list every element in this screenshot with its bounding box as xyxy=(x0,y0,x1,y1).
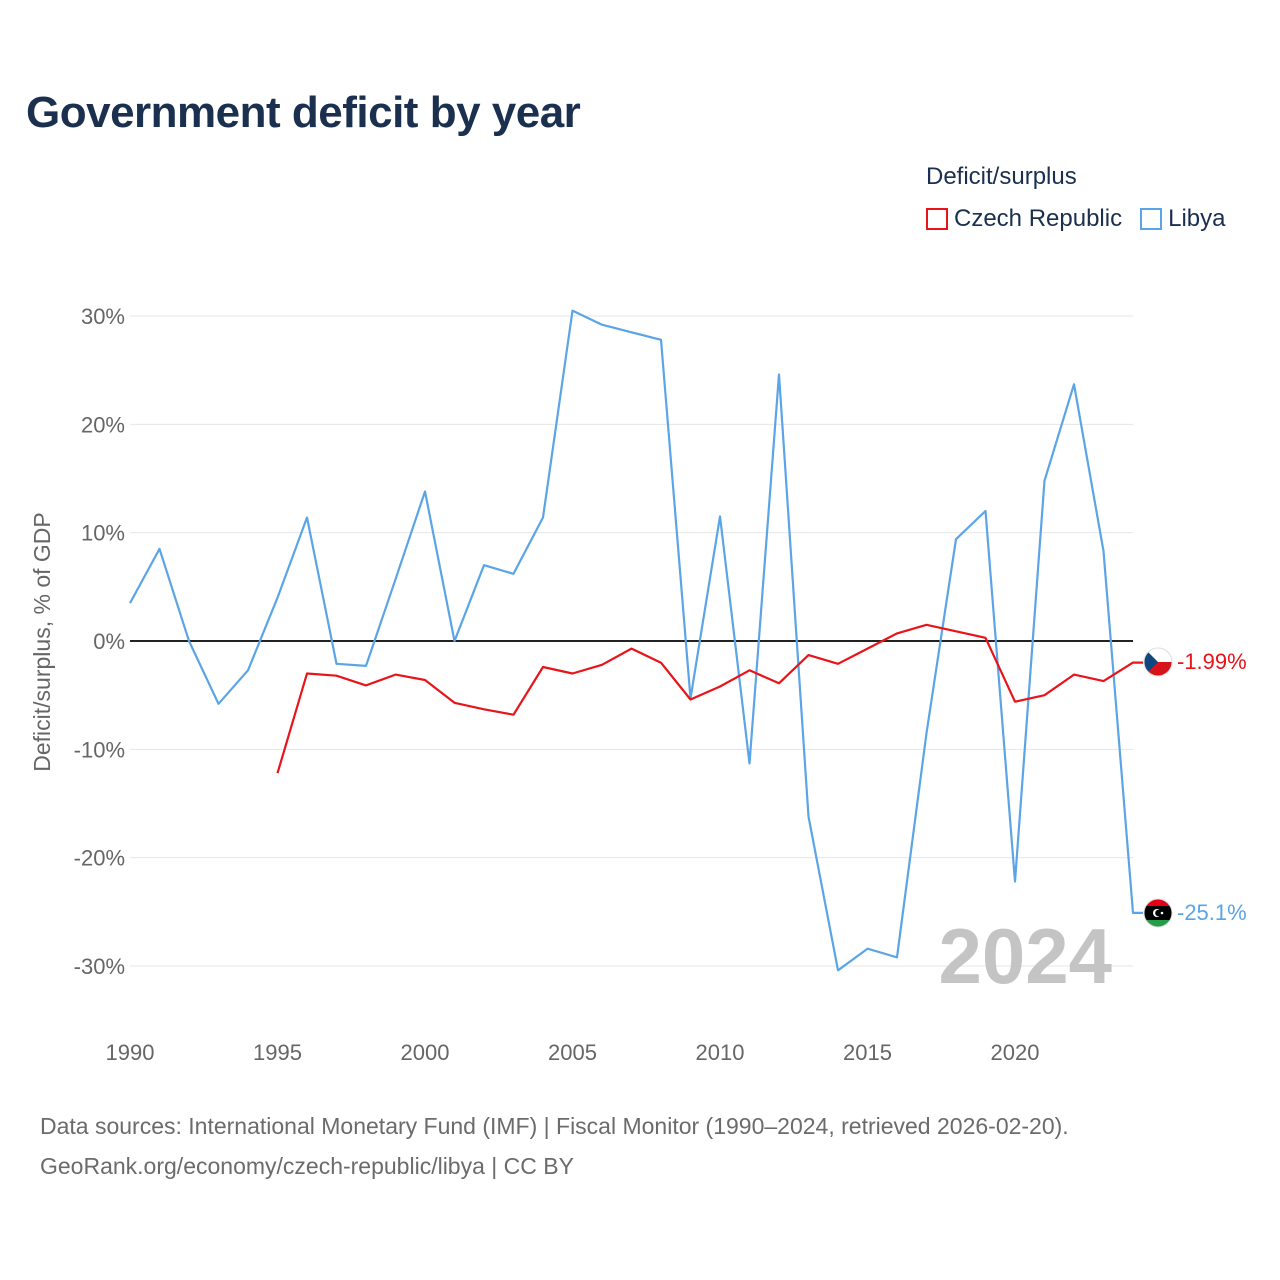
y-axis-ticks: 30% 20% 10% 0% -10% -20% -30% xyxy=(74,304,125,979)
czech-flag-icon xyxy=(1144,648,1172,676)
footer-sources: Data sources: International Monetary Fun… xyxy=(40,1113,1069,1139)
legend-label-czech-republic: Czech Republic xyxy=(954,205,1123,232)
x-tick-label: 1990 xyxy=(106,1040,155,1065)
chart-title: Government deficit by year xyxy=(26,88,581,137)
y-tick-label: -10% xyxy=(74,737,125,762)
footer-attribution[interactable]: GeoRank.org/economy/czech-republic/libya… xyxy=(40,1153,574,1179)
libya-flag-icon xyxy=(1144,899,1172,927)
y-tick-label: -20% xyxy=(74,846,125,871)
footer: Data sources: International Monetary Fun… xyxy=(40,1106,1069,1186)
x-axis-ticks: 1990 1995 2000 2005 2010 2015 2020 xyxy=(106,1040,1040,1065)
legend-item-libya[interactable]: Libya xyxy=(1140,205,1225,233)
series-line-czech-republic[interactable] xyxy=(276,623,1144,774)
y-tick-label: 0% xyxy=(93,629,125,654)
legend-swatch-libya xyxy=(1140,208,1163,230)
legend-item-czech-republic[interactable]: Czech Republic xyxy=(926,205,1122,233)
y-tick-label: 20% xyxy=(81,412,125,437)
series-line-libya[interactable] xyxy=(129,309,1143,972)
end-label-czech-republic: -1.99% xyxy=(1177,649,1247,674)
x-tick-label: 1995 xyxy=(253,1040,302,1065)
legend-title: Deficit/surplus xyxy=(926,163,1077,190)
x-tick-label: 2020 xyxy=(991,1040,1040,1065)
x-tick-label: 2010 xyxy=(696,1040,745,1065)
y-axis-label: Deficit/surplus, % of GDP xyxy=(29,512,55,771)
y-tick-label: -30% xyxy=(74,954,125,979)
x-tick-label: 2000 xyxy=(401,1040,450,1065)
gridlines xyxy=(130,315,1133,967)
x-tick-label: 2005 xyxy=(548,1040,597,1065)
end-label-libya: -25.1% xyxy=(1177,900,1247,925)
legend: Czech Republic Libya xyxy=(926,205,1243,233)
legend-label-libya: Libya xyxy=(1168,205,1226,232)
x-tick-label: 2015 xyxy=(843,1040,892,1065)
y-tick-label: 10% xyxy=(81,521,125,546)
year-watermark: 2024 xyxy=(938,912,1112,1000)
series-lines xyxy=(129,309,1144,972)
legend-swatch-czech-republic xyxy=(926,208,948,230)
y-tick-label: 30% xyxy=(81,304,125,329)
